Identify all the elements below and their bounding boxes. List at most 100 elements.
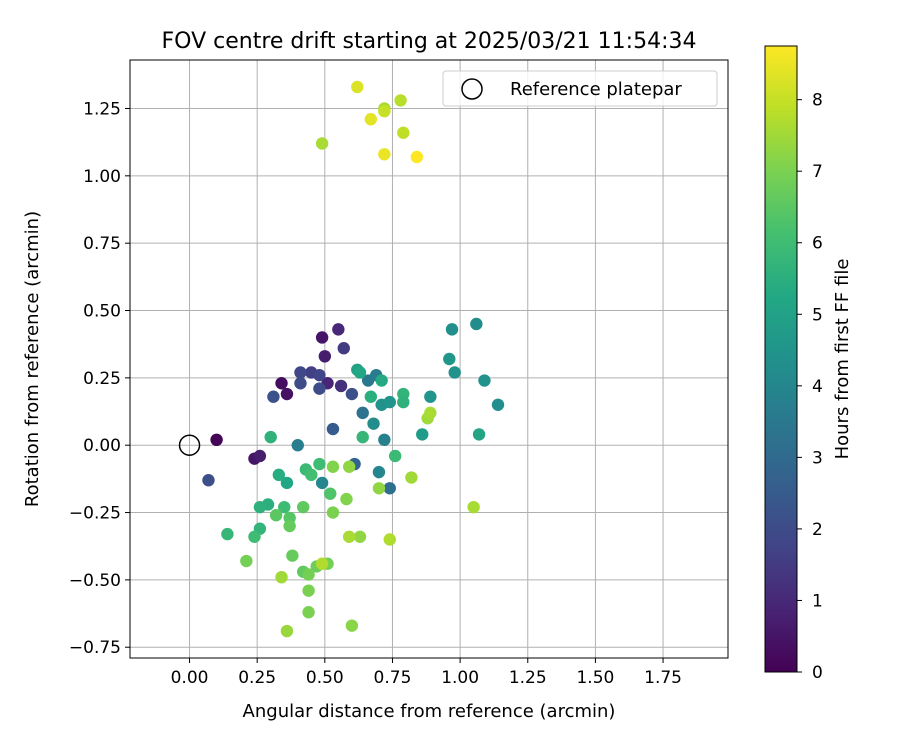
reference-platepar-marker — [178, 434, 201, 456]
data-point — [248, 530, 261, 543]
data-point — [253, 500, 267, 514]
data-point — [356, 430, 369, 444]
data-point — [416, 428, 429, 441]
data-point — [272, 468, 286, 482]
data-point — [383, 482, 396, 495]
data-point — [470, 317, 483, 331]
data-point — [372, 465, 386, 479]
data-point — [472, 428, 486, 441]
data-point — [313, 457, 326, 471]
colorbar-tick-label: 0 — [812, 663, 823, 683]
data-point — [443, 352, 456, 366]
y-tick-label: −0.75 — [69, 638, 121, 658]
x-tick-label: 1.50 — [576, 668, 614, 688]
data-point — [315, 331, 329, 344]
data-point — [302, 584, 315, 597]
data-point — [326, 422, 340, 436]
data-point — [375, 374, 388, 387]
x-axis-label: Angular distance from reference (arcmin) — [243, 701, 616, 722]
colorbar-tick-label: 6 — [812, 234, 823, 254]
x-tick-label: 0.50 — [306, 668, 344, 688]
colorbar-tick-label: 2 — [812, 520, 823, 540]
data-point — [410, 150, 424, 164]
data-point — [286, 549, 299, 562]
colorbar-label: Hours from first FF file — [832, 259, 853, 460]
data-point — [345, 387, 359, 401]
data-point — [315, 137, 329, 150]
data-point — [326, 506, 340, 519]
legend: Reference platepar — [442, 70, 718, 107]
data-point — [394, 94, 407, 107]
data-point — [332, 323, 345, 336]
colorbar-tick-label: 1 — [812, 591, 823, 611]
data-point — [424, 390, 437, 403]
data-point — [345, 619, 359, 632]
data-point — [253, 449, 267, 463]
data-point — [313, 382, 326, 395]
data-point — [202, 474, 215, 487]
data-point — [383, 395, 396, 409]
data-point — [280, 624, 294, 638]
y-tick-label: −0.25 — [69, 504, 121, 524]
data-point — [278, 500, 291, 514]
data-point — [275, 377, 288, 390]
chart-title: FOV centre drift starting at 2025/03/21 … — [162, 29, 697, 54]
data-point — [372, 482, 386, 495]
colorbar-ticks: 0 1 2 3 4 5 6 7 8 — [797, 91, 823, 683]
data-point — [302, 606, 315, 619]
data-point — [448, 366, 461, 379]
y-tick-label: 1.00 — [83, 167, 121, 187]
data-point — [313, 368, 326, 382]
legend-box — [442, 70, 718, 107]
data-point — [351, 80, 364, 94]
data-point — [280, 476, 294, 490]
y-tick-label: 0.50 — [83, 302, 121, 322]
x-tick-label: 0.00 — [171, 668, 209, 688]
data-point — [383, 533, 396, 546]
data-point — [267, 390, 280, 403]
data-point — [296, 500, 310, 514]
data-point — [478, 374, 491, 387]
data-point — [324, 487, 337, 500]
data-point — [424, 406, 437, 420]
colorbar-gradient — [764, 45, 798, 673]
data-point — [326, 460, 340, 473]
data-point — [221, 527, 234, 541]
data-point — [353, 530, 367, 543]
data-point — [334, 379, 348, 393]
y-axis-label: Rotation from reference (arcmin) — [22, 211, 43, 507]
data-point — [342, 460, 356, 473]
x-tick-label: 0.25 — [238, 668, 276, 688]
colorbar-tick-label: 5 — [812, 305, 823, 325]
data-point — [210, 433, 223, 447]
data-point — [445, 323, 459, 336]
data-point — [353, 366, 367, 379]
colorbar-tick-label: 7 — [812, 162, 823, 182]
data-point — [342, 530, 356, 543]
y-tick-label: −0.50 — [69, 571, 121, 591]
data-point — [340, 492, 353, 506]
data-point — [467, 500, 480, 514]
data-point — [264, 430, 277, 444]
data-point — [294, 377, 307, 390]
data-point — [364, 113, 378, 126]
axis-ticks: 0.00 0.25 0.50 0.75 1.00 1.25 1.50 1.75 −0.75 −0.… — [69, 99, 682, 688]
colorbar-tick-label: 3 — [812, 448, 823, 468]
y-tick-label: 0.00 — [83, 436, 121, 456]
x-tick-label: 0.75 — [374, 668, 412, 688]
x-tick-label: 1.25 — [509, 668, 547, 688]
data-point — [315, 557, 329, 570]
data-point — [291, 438, 304, 452]
data-point — [378, 433, 391, 447]
data-point — [280, 387, 294, 401]
colorbar-tick-label: 8 — [812, 91, 823, 111]
data-point — [388, 449, 402, 463]
colorbar-tick-label: 4 — [812, 377, 823, 397]
data-point — [240, 554, 253, 568]
y-tick-label: 0.75 — [83, 234, 121, 254]
data-point — [302, 568, 315, 581]
grid — [130, 60, 728, 658]
data-point — [397, 395, 410, 409]
data-point — [356, 406, 369, 420]
